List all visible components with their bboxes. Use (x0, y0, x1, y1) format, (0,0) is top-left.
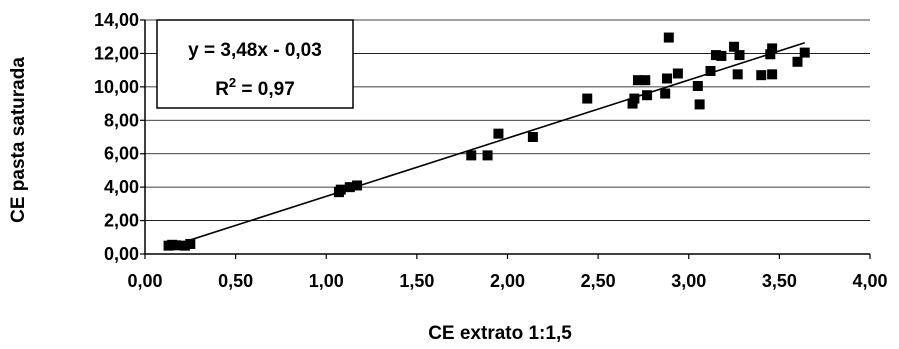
data-point (734, 50, 745, 61)
data-point (640, 75, 651, 86)
data-point (344, 182, 355, 193)
data-point (705, 65, 716, 76)
data-point (663, 32, 674, 43)
equation-box-frame (156, 19, 354, 109)
y-tick-label: 14,00 (94, 10, 139, 30)
x-tick-label: 3,50 (762, 271, 797, 291)
x-tick-labels: 0,00 0,50 1,00 1,50 2,00 2,50 3,00 3,50 4,00 (127, 271, 887, 291)
x-axis-title: CE extrato 1:1,5 (428, 323, 572, 344)
data-point (627, 98, 638, 109)
data-point (633, 75, 643, 86)
y-tick-label: 10,00 (94, 77, 139, 97)
y-tick-label: 4,00 (104, 177, 139, 197)
data-point (756, 70, 767, 81)
data-point (493, 128, 504, 139)
data-point (765, 49, 776, 60)
y-tick-labels: 0,00 2,00 4,00 6,00 8,00 10,00 12,00 14,00 (94, 10, 139, 264)
data-point (660, 88, 671, 99)
data-point (642, 90, 653, 101)
data-point (482, 150, 493, 161)
regression-line (168, 42, 805, 248)
data-point (729, 41, 740, 52)
data-points (163, 32, 810, 251)
r-squared-prefix: R (215, 79, 229, 100)
data-point (582, 93, 593, 104)
data-point (466, 150, 477, 161)
x-tick-label: 0,00 (127, 271, 162, 291)
data-point (672, 68, 683, 79)
data-point (179, 240, 190, 251)
x-tick-label: 2,50 (581, 271, 616, 291)
x-tick-label: 4,00 (852, 271, 887, 291)
y-tick-label: 2,00 (104, 211, 139, 231)
y-tick-label: 0,00 (104, 244, 139, 264)
data-point (694, 99, 705, 110)
x-tick-label: 1,50 (399, 271, 434, 291)
x-tick-label: 1,00 (309, 271, 344, 291)
equation-box: y = 3,48x - 0,03 R2 = 0,97 (156, 19, 354, 109)
data-point (710, 50, 721, 61)
data-point (629, 93, 640, 104)
y-tick-label: 6,00 (104, 144, 139, 164)
data-point (335, 184, 346, 195)
data-point (716, 50, 727, 61)
data-point (352, 180, 363, 191)
y-tick-label: 12,00 (94, 43, 139, 63)
regression-equation: y = 3,48x - 0,03 (188, 40, 322, 61)
data-point (527, 132, 538, 142)
data-point (662, 73, 672, 84)
data-point (185, 238, 196, 249)
x-tick-label: 2,00 (490, 271, 525, 291)
data-point (799, 47, 810, 58)
data-point (792, 56, 803, 67)
data-point (170, 240, 181, 251)
axes (140, 19, 871, 259)
data-point (732, 69, 743, 80)
r-squared-label: R2 = 0,97 (215, 75, 295, 100)
data-point (767, 69, 778, 80)
y-axis-title: CE pasta saturada (8, 57, 29, 223)
data-point (767, 43, 778, 54)
r-squared-value: = 0,97 (236, 79, 295, 100)
x-tick-label: 0,50 (218, 271, 253, 291)
r-squared-exponent: 2 (229, 75, 236, 90)
y-tick-label: 8,00 (104, 110, 139, 130)
x-tick-label: 3,00 (671, 271, 706, 291)
data-point (692, 81, 703, 92)
trendline (168, 42, 805, 248)
